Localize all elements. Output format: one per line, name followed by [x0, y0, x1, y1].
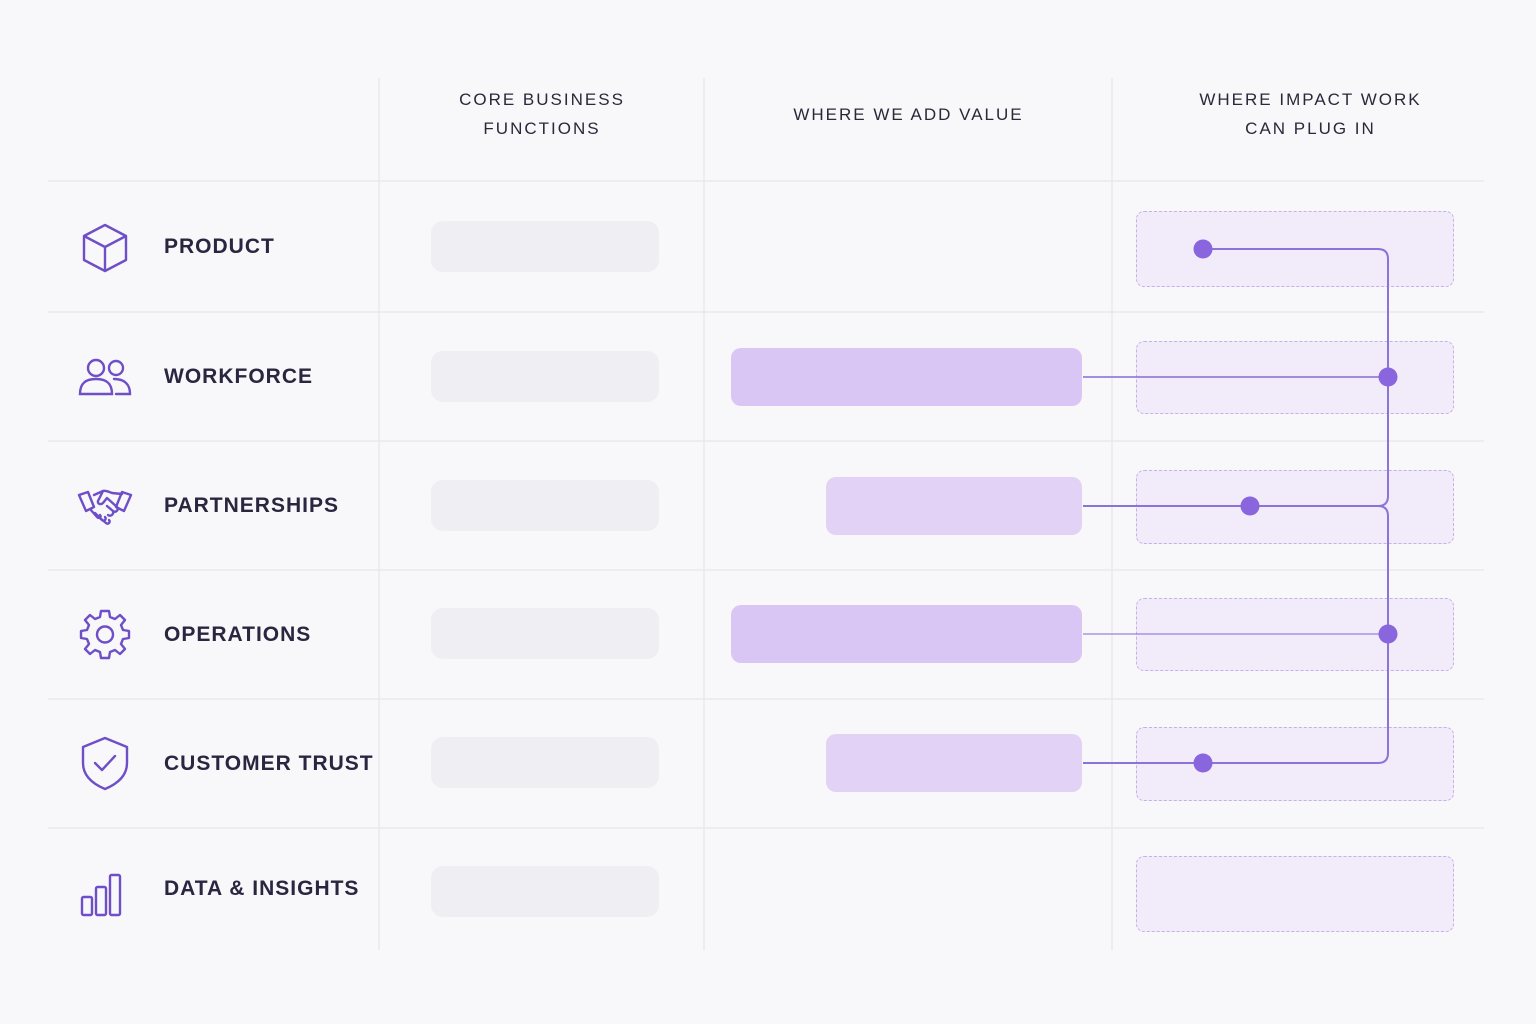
cube-icon: [76, 218, 134, 276]
table-row: PRODUCT: [48, 181, 1484, 312]
core-function-placeholder: [431, 737, 659, 788]
plug-in-slot: [1136, 470, 1454, 544]
table-row: DATA & INSIGHTS: [48, 828, 1484, 950]
core-function-placeholder: [431, 866, 659, 917]
shield-check-icon: [76, 734, 134, 792]
row-label: PRODUCT: [164, 234, 275, 258]
bar-chart-icon: [76, 863, 134, 921]
people-icon: [76, 348, 134, 406]
core-function-placeholder: [431, 480, 659, 531]
gear-icon: [76, 605, 134, 663]
handshake-icon: [76, 477, 134, 535]
row-label: PARTNERSHIPS: [164, 493, 339, 517]
core-function-placeholder: [431, 608, 659, 659]
value-bar: [826, 734, 1082, 792]
row-label: CUSTOMER TRUST: [164, 751, 374, 775]
plug-in-slot: [1136, 598, 1454, 671]
table-row: OPERATIONS: [48, 570, 1484, 699]
core-function-placeholder: [431, 221, 659, 272]
table-row: PARTNERSHIPS: [48, 441, 1484, 570]
plug-in-slot: [1136, 341, 1454, 414]
plug-in-slot: [1136, 211, 1454, 287]
value-bar: [731, 605, 1082, 663]
header-core-business-functions: CORE BUSINESS FUNCTIONS: [459, 90, 625, 138]
plug-in-slot: [1136, 856, 1454, 932]
row-label: OPERATIONS: [164, 622, 312, 646]
value-bar: [826, 477, 1082, 535]
header-where-impact-work-can-plug-in: WHERE IMPACT WORK CAN PLUG IN: [1199, 90, 1422, 138]
core-function-placeholder: [431, 351, 659, 402]
value-bar: [731, 348, 1082, 406]
plug-in-slot: [1136, 727, 1454, 801]
row-label: WORKFORCE: [164, 364, 313, 388]
header-where-we-add-value: WHERE WE ADD VALUE: [793, 104, 1024, 124]
table-row: WORKFORCE: [48, 312, 1484, 441]
table-row: CUSTOMER TRUST: [48, 699, 1484, 828]
row-label: DATA & INSIGHTS: [164, 877, 360, 900]
